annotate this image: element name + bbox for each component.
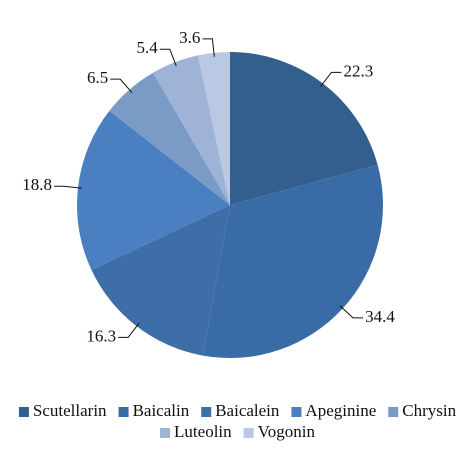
legend-label: Luteolin	[174, 422, 232, 441]
legend-swatch	[243, 428, 254, 438]
pie-slice	[202, 164, 383, 359]
data-label: 16.3	[86, 326, 116, 345]
data-label: 18.8	[22, 175, 52, 194]
legend-item: Baicalein	[201, 401, 280, 420]
legend-label: Baicalin	[133, 401, 190, 420]
data-label: 6.5	[87, 68, 108, 87]
legend-item: Scutellarin	[18, 401, 107, 420]
legend-label: Vogonin	[258, 422, 316, 441]
data-label: 34.4	[365, 307, 395, 326]
legend-swatch	[201, 407, 212, 417]
legend-label: Apeginine	[305, 401, 376, 420]
pie-slice	[197, 52, 230, 205]
legend-swatch	[18, 407, 29, 417]
data-label: 22.3	[343, 61, 373, 80]
legend-item: Chrysin	[388, 401, 457, 420]
leader-line	[54, 185, 83, 189]
legend-swatch	[388, 407, 399, 417]
leader-line	[159, 48, 177, 67]
data-label: 5.4	[137, 38, 159, 57]
leader-line	[339, 305, 364, 319]
pie-slice	[91, 205, 230, 356]
data-label: 3.6	[179, 28, 200, 47]
legend-item: Baicalin	[118, 401, 190, 420]
leader-line	[118, 322, 140, 338]
legend-item: Apeginine	[291, 401, 376, 420]
pie-slice	[109, 72, 230, 206]
leader-line	[110, 78, 133, 94]
legend-label: Baicalein	[215, 401, 280, 420]
leader-line	[320, 71, 342, 87]
pie-slice	[230, 52, 378, 205]
legend-item: Luteolin	[160, 422, 232, 441]
leader-line	[202, 38, 215, 57]
legend-swatch	[291, 407, 302, 417]
legend-label: Chrysin	[402, 401, 456, 420]
legend-swatch	[160, 428, 171, 438]
legend-swatch	[118, 407, 129, 417]
legend-item: Vogonin	[243, 422, 316, 441]
legend-label: Scutellarin	[33, 401, 107, 420]
pie-slice	[76, 110, 230, 270]
pie-slice	[153, 55, 230, 205]
